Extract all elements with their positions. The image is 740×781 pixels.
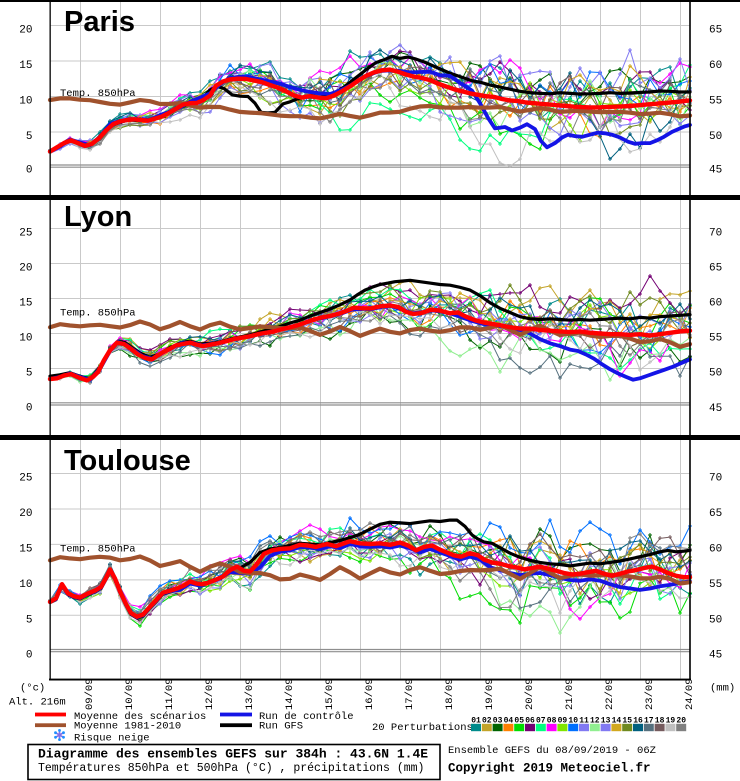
svg-text:20: 20 [19, 25, 32, 37]
svg-text:19/09: 19/09 [484, 678, 496, 710]
svg-text:09: 09 [558, 717, 568, 726]
svg-text:25: 25 [19, 473, 32, 485]
svg-text:17: 17 [644, 717, 654, 726]
svg-text:60: 60 [709, 544, 722, 556]
svg-text:06: 06 [525, 717, 535, 726]
svg-text:55: 55 [709, 96, 722, 108]
svg-text:10/09: 10/09 [124, 678, 136, 710]
svg-text:15/09: 15/09 [324, 678, 336, 710]
svg-text:Temp. 850hPa: Temp. 850hPa [60, 544, 136, 556]
svg-text:08: 08 [547, 717, 557, 726]
svg-text:65: 65 [709, 263, 722, 275]
svg-text:Moyenne 1981-2010: Moyenne 1981-2010 [74, 721, 181, 733]
svg-text:65: 65 [709, 25, 722, 37]
svg-text:Paris: Paris [64, 6, 135, 38]
svg-text:21/09: 21/09 [564, 678, 576, 710]
svg-text:0: 0 [26, 165, 33, 177]
svg-text:70: 70 [709, 228, 722, 240]
svg-text:45: 45 [709, 165, 722, 177]
svg-text:0: 0 [26, 650, 33, 662]
svg-text:15: 15 [622, 717, 632, 726]
svg-text:18/09: 18/09 [444, 678, 456, 710]
svg-text:Toulouse: Toulouse [64, 445, 191, 477]
svg-text:16: 16 [633, 717, 643, 726]
svg-text:19: 19 [666, 717, 676, 726]
svg-text:0: 0 [26, 403, 33, 415]
svg-text:23/09: 23/09 [644, 678, 656, 710]
svg-text:50: 50 [709, 614, 722, 626]
svg-text:Risque neige: Risque neige [74, 733, 150, 745]
svg-text:45: 45 [709, 650, 722, 662]
svg-text:11/09: 11/09 [164, 678, 176, 710]
svg-text:15: 15 [19, 298, 32, 310]
svg-text:20: 20 [676, 717, 686, 726]
svg-text:Temp. 850hPa: Temp. 850hPa [60, 88, 136, 100]
svg-text:Alt. 216m: Alt. 216m [9, 697, 66, 709]
svg-text:14: 14 [612, 717, 622, 726]
svg-text:65: 65 [709, 508, 722, 520]
svg-text:10: 10 [568, 717, 578, 726]
svg-text:05: 05 [514, 717, 524, 726]
svg-text:11: 11 [579, 717, 589, 726]
svg-text:15: 15 [19, 544, 32, 556]
svg-text:01: 01 [471, 717, 481, 726]
svg-text:Moyenne des scénarios: Moyenne des scénarios [74, 711, 206, 723]
svg-text:60: 60 [709, 60, 722, 72]
svg-text:60: 60 [709, 298, 722, 310]
svg-text:Lyon: Lyon [64, 201, 132, 233]
svg-text:18: 18 [655, 717, 665, 726]
svg-text:09/09: 09/09 [84, 678, 96, 710]
svg-text:22/09: 22/09 [604, 678, 616, 710]
svg-text:15: 15 [19, 60, 32, 72]
svg-text:13: 13 [601, 717, 611, 726]
svg-text:Températures 850hPa et 500hPa: Températures 850hPa et 500hPa (°C) , pré… [38, 762, 424, 775]
svg-text:45: 45 [709, 403, 722, 415]
svg-text:04: 04 [504, 717, 514, 726]
svg-text:5: 5 [26, 368, 33, 380]
svg-text:5: 5 [26, 131, 33, 143]
svg-text:55: 55 [709, 579, 722, 591]
svg-text:17/09: 17/09 [404, 678, 416, 710]
svg-text:5: 5 [26, 614, 33, 626]
svg-text:16/09: 16/09 [364, 678, 376, 710]
svg-text:10: 10 [19, 96, 32, 108]
svg-text:Run de contrôle: Run de contrôle [259, 711, 354, 723]
svg-text:(°c): (°c) [20, 683, 45, 695]
svg-text:Ensemble GEFS du 08/09/2019 -: Ensemble GEFS du 08/09/2019 - 06Z [448, 745, 656, 757]
svg-text:10: 10 [19, 579, 32, 591]
svg-text:02: 02 [482, 717, 492, 726]
svg-text:03: 03 [493, 717, 503, 726]
svg-text:Run GFS: Run GFS [259, 721, 303, 733]
svg-text:Copyright 2019 Meteociel.fr: Copyright 2019 Meteociel.fr [448, 762, 651, 776]
svg-text:12/09: 12/09 [204, 678, 216, 710]
svg-text:14/09: 14/09 [284, 678, 296, 710]
svg-text:10: 10 [19, 333, 32, 345]
svg-text:24/09: 24/09 [684, 678, 696, 710]
svg-text:70: 70 [709, 473, 722, 485]
svg-text:20: 20 [19, 263, 32, 275]
svg-text:20/09: 20/09 [524, 678, 536, 710]
svg-text:12: 12 [590, 717, 600, 726]
svg-text:25: 25 [19, 228, 32, 240]
svg-text:(mm): (mm) [710, 683, 735, 695]
svg-text:07: 07 [536, 717, 546, 726]
svg-text:50: 50 [709, 131, 722, 143]
svg-text:55: 55 [709, 333, 722, 345]
svg-text:Diagramme des ensembles GEFS s: Diagramme des ensembles GEFS sur 384h : … [38, 747, 428, 762]
svg-text:13/09: 13/09 [244, 678, 256, 710]
svg-text:Temp. 850hPa: Temp. 850hPa [60, 308, 136, 320]
svg-text:50: 50 [709, 368, 722, 380]
svg-text:20: 20 [19, 508, 32, 520]
svg-text:20 Perturbations: 20 Perturbations [372, 722, 473, 734]
